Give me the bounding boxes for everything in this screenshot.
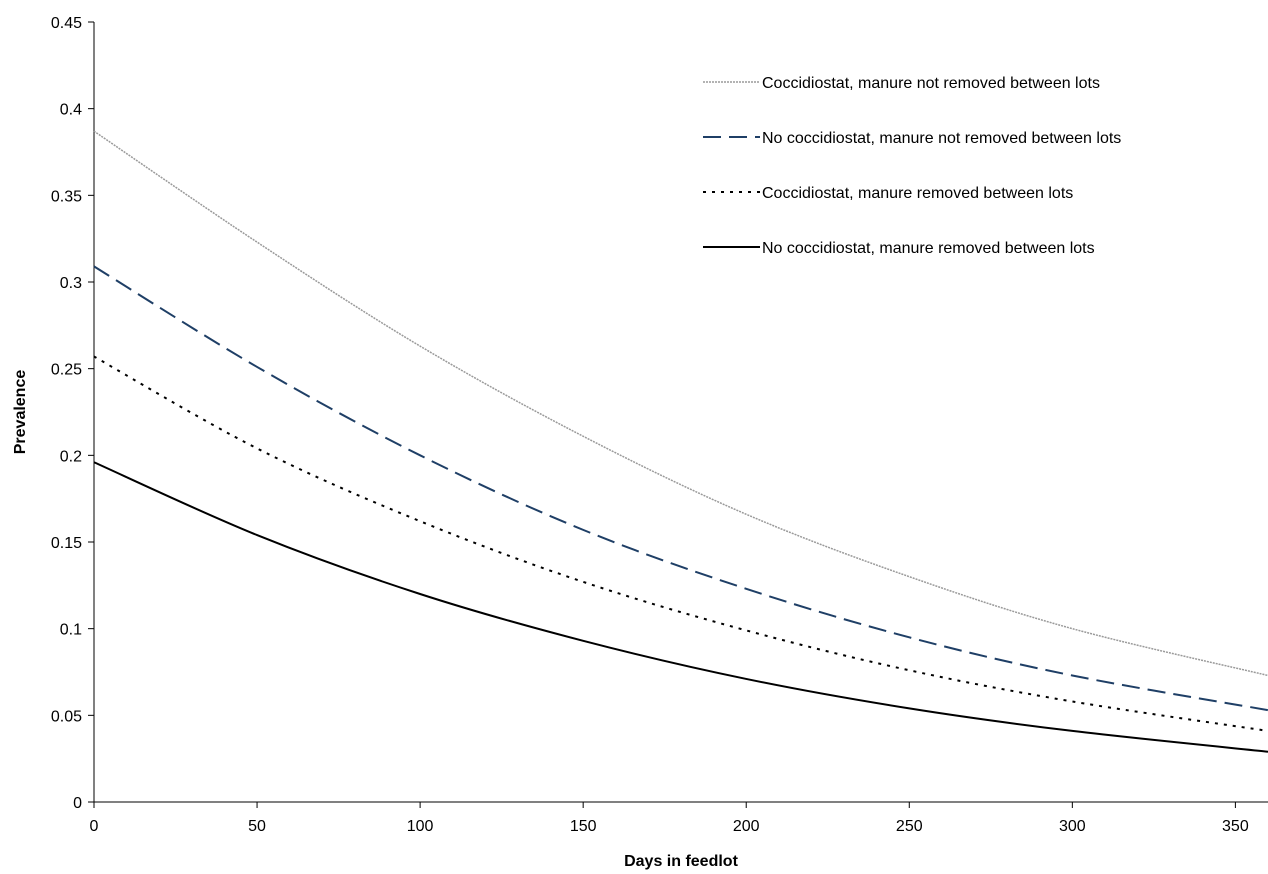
series-line-3: [94, 357, 1268, 731]
legend: Coccidiostat, manure not removed between…: [703, 75, 1121, 257]
y-tick-label: 0.1: [60, 622, 82, 639]
x-tick-label: 300: [1059, 818, 1086, 835]
legend-label-1: Coccidiostat, manure not removed between…: [762, 75, 1100, 92]
series-line-4: [94, 462, 1268, 751]
series-lines: [94, 131, 1268, 752]
y-tick-label: 0.45: [51, 15, 82, 32]
y-tick-label: 0.15: [51, 535, 82, 552]
y-tick-label: 0.3: [60, 275, 82, 292]
x-tick-label: 0: [90, 818, 99, 835]
x-tick-label: 100: [407, 818, 434, 835]
legend-label-3: Coccidiostat, manure removed between lot…: [762, 185, 1073, 202]
x-tick-label: 250: [896, 818, 923, 835]
y-tick-label: 0: [73, 795, 82, 812]
legend-label-4: No coccidiostat, manure removed between …: [762, 240, 1095, 257]
y-ticks: 0 0.05 0.1 0.15 0.2 0.25 0.3 0.35 0.4 0.45: [51, 15, 94, 812]
x-tick-label: 150: [570, 818, 597, 835]
x-ticks: 0 50 100 150 200 250 300 350: [90, 802, 1249, 835]
y-tick-label: 0.05: [51, 708, 82, 725]
series-line-1: [94, 131, 1268, 675]
legend-label-2: No coccidiostat, manure not removed betw…: [762, 130, 1121, 147]
y-tick-label: 0.35: [51, 188, 82, 205]
y-tick-label: 0.2: [60, 448, 82, 465]
y-axis-title: Prevalence: [12, 370, 29, 455]
series-line-2: [94, 266, 1268, 710]
x-axis-title: Days in feedlot: [624, 853, 738, 870]
x-tick-label: 200: [733, 818, 760, 835]
y-tick-label: 0.4: [60, 102, 82, 119]
x-tick-label: 50: [248, 818, 266, 835]
y-tick-label: 0.25: [51, 362, 82, 379]
x-tick-label: 350: [1222, 818, 1249, 835]
